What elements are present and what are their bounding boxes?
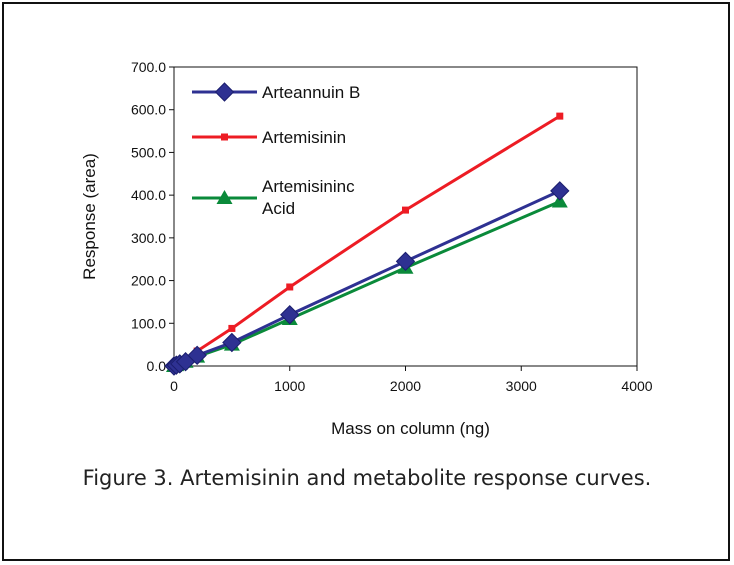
data-point-diamond [550,181,570,201]
x-tick-label: 2000 [390,378,421,394]
y-tick-label: 700.0 [131,59,166,75]
x-tick-label: 3000 [506,378,537,394]
legend-label: Artemisininc Acid [262,177,355,218]
figure-caption: Figure 3. Artemisinin and metabolite res… [82,466,652,490]
data-point-square [228,324,236,332]
data-point-diamond [222,332,242,353]
data-point-square [402,206,409,214]
y-tick-label: 200.0 [131,273,166,289]
x-tick-label: 1000 [274,378,305,394]
y-tick-label: 0.0 [147,358,167,374]
legend-marker-square [221,133,228,141]
data-point-square [556,112,564,120]
response-chart: 0.0 100.0 200.0 300.0 400.0 500.0 600.0 700.0 0 1… [80,59,653,438]
y-tick-label: 600.0 [131,102,166,118]
x-tick-label: 0 [170,378,178,394]
x-tick-label: 4000 [621,378,652,394]
x-axis-title: Mass on column (ng) [331,419,490,438]
legend-marker-triangle [216,190,233,204]
y-tick-label: 300.0 [131,230,166,246]
data-point-diamond [187,345,207,366]
data-point-diamond [395,251,416,272]
y-axis-title: Response (area) [80,153,99,280]
data-point-square [286,283,294,291]
legend-label: Arteannuin B [262,83,360,102]
legend-marker-diamond [214,82,235,102]
y-tick-label: 100.0 [131,315,166,331]
y-tick-label: 500.0 [131,144,166,160]
legend-label: Artemisinin [262,128,346,147]
data-point-diamond [280,305,300,325]
y-tick-label: 400.0 [131,187,166,203]
